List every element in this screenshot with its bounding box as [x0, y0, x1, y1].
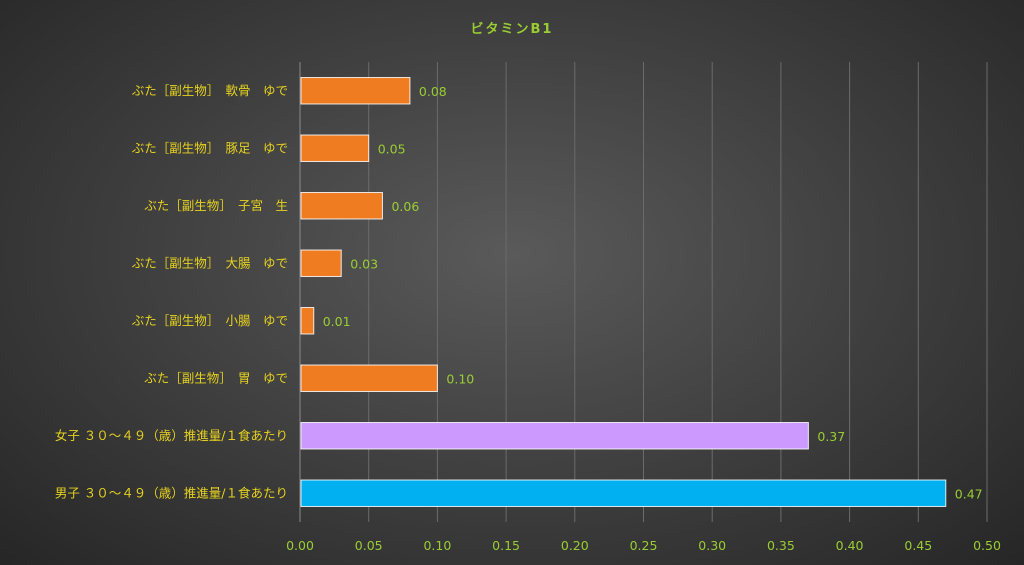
x-tick-label: 0.30	[698, 538, 726, 553]
data-label: 0.01	[323, 314, 351, 329]
data-label: 0.47	[955, 486, 983, 501]
data-label: 0.03	[350, 256, 378, 271]
bar	[300, 77, 411, 105]
category-label: ぶた［副生物］ 大腸 ゆで	[132, 255, 288, 270]
x-tick-label: 0.05	[355, 538, 383, 553]
x-tick-label: 0.40	[836, 538, 864, 553]
category-label: ぶた［副生物］ 子宮 生	[144, 198, 288, 213]
x-tick-label: 0.35	[767, 538, 795, 553]
data-labels: 0.08 0.05 0.06 0.03 0.01 0.10 0.37 0.47	[323, 84, 983, 502]
x-tick-label: 0.25	[630, 538, 658, 553]
category-label: ぶた［副生物］ 豚足 ゆで	[132, 140, 288, 155]
bar	[300, 134, 370, 162]
x-tick-label: 0.00	[286, 538, 314, 553]
data-label: 0.05	[378, 141, 406, 156]
category-label: ぶた［副生物］ 軟骨 ゆで	[132, 83, 288, 98]
bar	[300, 364, 438, 392]
data-label: 0.06	[391, 199, 419, 214]
category-label: 女子 ３０～４９（歳）推進量/１食あたり	[55, 428, 288, 443]
x-tick-label: 0.10	[423, 538, 451, 553]
x-axis-tick-labels: 0.00 0.05 0.10 0.15 0.20 0.25 0.30 0.35 0.40 0.45…	[286, 538, 1001, 553]
data-label: 0.37	[817, 429, 845, 444]
category-label: ぶた［副生物］ 胃 ゆで	[144, 370, 288, 385]
x-tick-label: 0.50	[973, 538, 1001, 553]
bar	[300, 249, 342, 277]
bar	[300, 192, 383, 220]
chart-title: ビタミンB1	[471, 21, 554, 37]
bars	[300, 77, 947, 507]
data-label: 0.08	[419, 84, 447, 99]
bar	[300, 479, 947, 507]
x-tick-label: 0.45	[904, 538, 932, 553]
category-label: 男子 ３０～４９（歳）推進量/１食あたり	[55, 485, 288, 500]
category-label: ぶた［副生物］ 小腸 ゆで	[132, 313, 288, 328]
data-label: 0.10	[446, 371, 474, 386]
x-tick-label: 0.20	[561, 538, 589, 553]
gridlines	[299, 62, 988, 522]
x-tick-label: 0.15	[492, 538, 520, 553]
bar	[300, 422, 809, 450]
bar	[300, 307, 315, 335]
